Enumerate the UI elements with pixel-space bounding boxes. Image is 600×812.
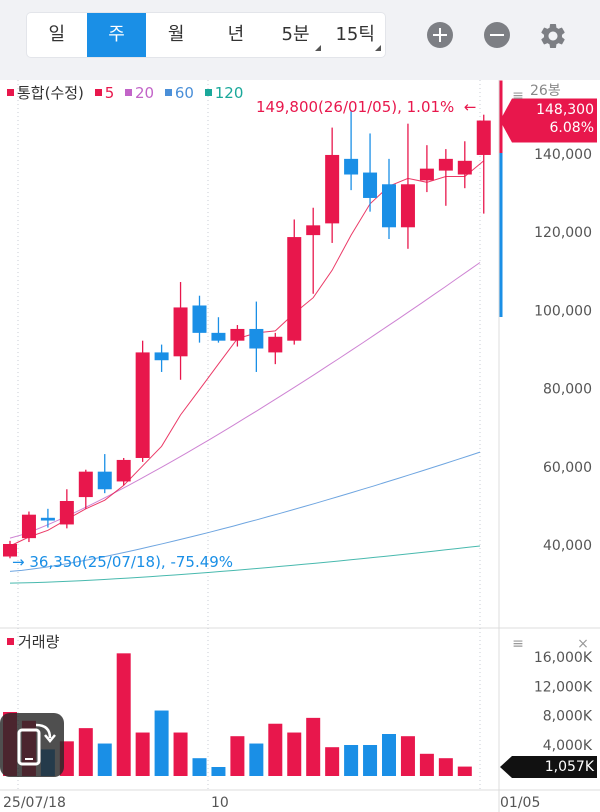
candle-body [40, 517, 55, 521]
price-tick-label: 40,000 [543, 538, 592, 554]
candle-body [287, 237, 302, 341]
candle-body [249, 328, 264, 349]
volume-tick-label: 4,000K [543, 738, 593, 754]
volume-bar [268, 723, 283, 776]
volume-bar [211, 767, 226, 776]
candle-body [438, 158, 453, 171]
volume-bar [344, 745, 359, 776]
period-high-annotation: 149,800(26/01/05), 1.01% ← [256, 98, 477, 116]
tab-period-1[interactable]: 주 [86, 13, 147, 57]
candle-body [3, 544, 17, 557]
candle-body [135, 352, 150, 458]
tab-period-5[interactable]: 15틱 [325, 13, 385, 57]
candle-body [154, 352, 169, 361]
candle-body [344, 158, 359, 175]
ma60-line [9, 451, 481, 572]
current-price-value: 148,300 [536, 102, 594, 118]
current-price-change: 6.08% [549, 120, 594, 136]
volume-bar [135, 732, 150, 776]
time-axis-label: 10 [211, 795, 229, 811]
legend-title: 통합(수정) [7, 84, 84, 102]
candle-body [306, 225, 321, 236]
tab-period-2[interactable]: 월 [167, 24, 185, 45]
price-tick-label: 120,000 [534, 225, 592, 241]
current-volume-pointer [500, 756, 597, 778]
volume-bar [173, 732, 188, 776]
volume-bar [382, 734, 396, 776]
candle-body [457, 160, 472, 175]
volume-bar [438, 758, 453, 776]
candle-body [363, 172, 378, 198]
price-tick-label: 140,000 [534, 147, 592, 163]
legend-ma60: 60 [164, 84, 194, 102]
volume-bar [419, 753, 434, 776]
legend-ma120: 120 [204, 84, 243, 102]
volume-tick-label: 12,000K [534, 679, 593, 695]
volume-tick-label: 8,000K [543, 709, 593, 725]
volume-bar [249, 743, 264, 776]
ma120-line [9, 545, 481, 584]
tab-period-3[interactable]: 년 [227, 24, 245, 45]
volume-bar [400, 736, 415, 776]
current-price-tag: 148,300 6.08% [500, 99, 594, 141]
candle-body [59, 500, 74, 525]
volume-bar [306, 717, 321, 776]
candle-body [382, 184, 396, 228]
candle-body [78, 471, 93, 498]
volume-tick-label: 16,000K [534, 650, 593, 666]
volume-title: 거래량 [7, 631, 59, 652]
dropdown-corner-icon [315, 45, 322, 51]
candle-body [400, 184, 415, 228]
zoom-out-icon[interactable] [484, 22, 510, 48]
ma20-line [9, 262, 481, 539]
time-axis-label: 25/07/18 [3, 795, 66, 811]
rotate-icon [17, 723, 56, 766]
volume-bar [230, 736, 245, 776]
volume-bar [97, 743, 112, 776]
candle-body [325, 154, 340, 224]
volume-bar [78, 728, 93, 776]
volume-bar [457, 766, 472, 776]
volume-bar [116, 653, 131, 776]
period-low-annotation: → 36,350(25/07/18), -75.49% [12, 553, 234, 571]
price-tick-label: 80,000 [543, 382, 592, 398]
candle-body [116, 459, 131, 482]
candle-body [230, 328, 245, 341]
period-tabs: 일 주 월 년 5분 15틱 [27, 13, 385, 57]
tab-period-4[interactable]: 5분 [266, 13, 326, 57]
candle-body [476, 120, 491, 155]
volume-bar [154, 710, 169, 776]
candle-body [419, 168, 434, 181]
candle-body [192, 305, 207, 333]
rotate-screen-button[interactable] [0, 713, 64, 777]
volume-bar [287, 732, 302, 776]
zoom-in-icon[interactable] [427, 22, 453, 48]
time-axis-label: 01/05 [500, 795, 540, 811]
top-toolbar: 일 주 월 년 5분 15틱 [0, 0, 600, 80]
candle-body [97, 471, 112, 490]
gear-icon[interactable] [538, 21, 568, 51]
candle-count-label: 26봉 [530, 83, 561, 99]
volume-bar [363, 745, 378, 776]
volume-bar [192, 758, 207, 776]
price-tick-label: 100,000 [534, 303, 592, 319]
dropdown-corner-icon [375, 45, 382, 51]
legend-ma20: 20 [125, 84, 154, 102]
chart-menu-icon: ≡ [512, 88, 524, 104]
volume-bar [325, 747, 340, 776]
candle-body [268, 336, 283, 353]
legend-ma5: 5 [94, 84, 114, 102]
volume-close-icon: × [577, 636, 589, 652]
candle-body [211, 332, 226, 341]
current-price-pointer [500, 98, 597, 143]
ma5-line [9, 160, 485, 547]
price-chart[interactable]: 140,000 120,000 100,000 80,000 60,000 40,000 1… [0, 80, 600, 812]
tab-period-0[interactable]: 일 [48, 24, 66, 45]
volume-menu-icon: ≡ [512, 636, 524, 652]
chart-legend: 통합(수정) 5 20 60 120 [7, 82, 249, 103]
price-tick-label: 60,000 [543, 460, 592, 476]
candle-body [173, 307, 188, 357]
candle-body [21, 514, 36, 539]
current-volume-tag: 1,057K [544, 759, 594, 775]
